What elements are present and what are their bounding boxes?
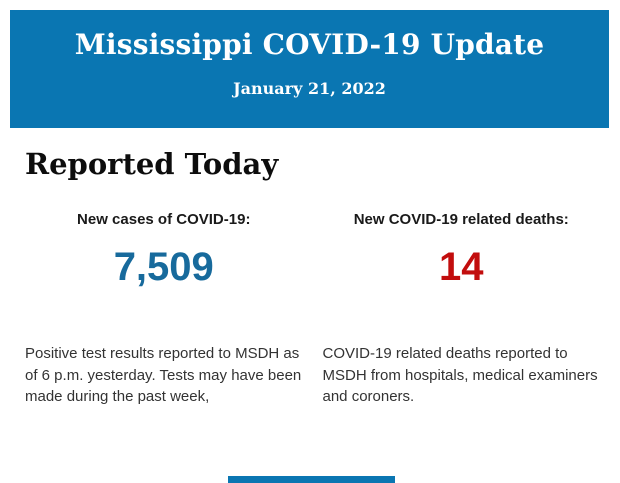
cases-description: Positive test results reported to MSDH a… [25, 345, 302, 405]
stat-deaths-column: New COVID-19 related deaths: 14 COVID-19… [323, 210, 601, 408]
deaths-value: 14 [439, 245, 484, 289]
page-title: Mississippi COVID-19 Update [74, 28, 545, 61]
next-section-top-edge [228, 476, 395, 483]
stats-grid: New cases of COVID-19: 7,509 Positive te… [0, 182, 620, 408]
cases-value: 7,509 [113, 245, 214, 289]
header-banner: Mississippi COVID-19 Update January 21, … [10, 10, 609, 128]
stat-cases-column: New cases of COVID-19: 7,509 Positive te… [25, 210, 303, 408]
report-date: January 21, 2022 [233, 79, 386, 98]
report-body: Reported Today New cases of COVID-19: 7,… [0, 128, 620, 408]
cases-label: New cases of COVID-19: [77, 211, 251, 228]
deaths-label: New COVID-19 related deaths: [353, 211, 569, 228]
section-heading: Reported Today [25, 147, 279, 181]
deaths-description: COVID-19 related deaths reported to MSDH… [322, 345, 598, 405]
